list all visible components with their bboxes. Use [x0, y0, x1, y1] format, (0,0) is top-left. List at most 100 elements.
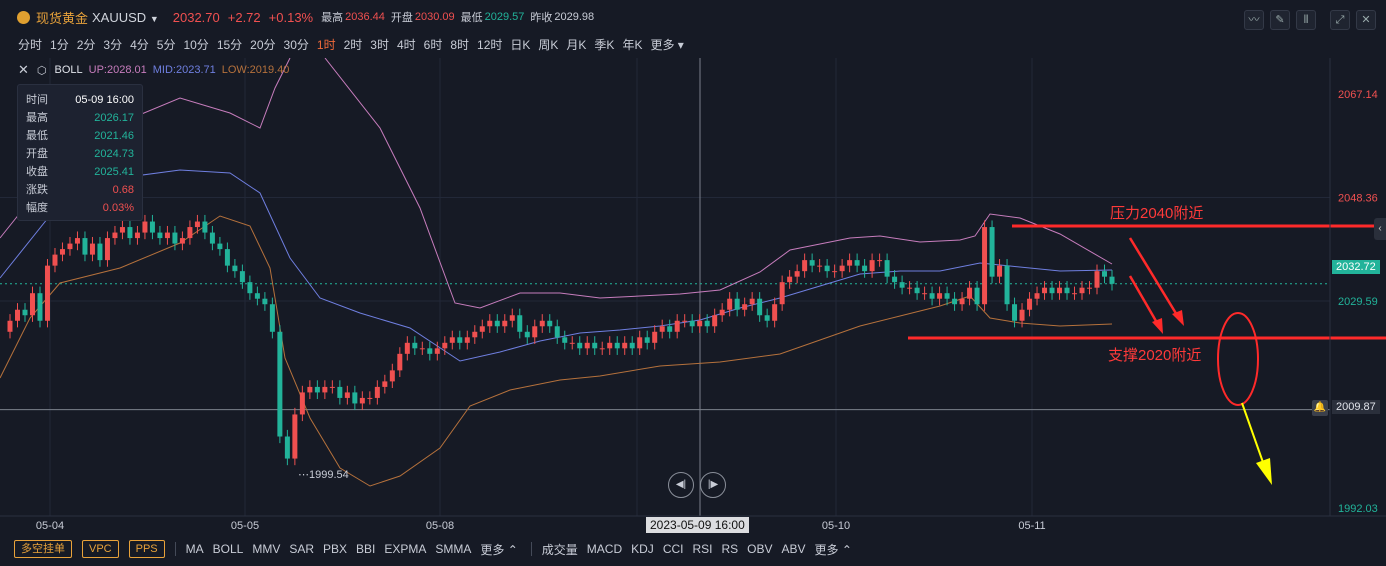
period-4[interactable]: 4分: [130, 37, 149, 52]
sub-indicator-0[interactable]: 成交量: [541, 542, 578, 557]
period-13[interactable]: 4时: [396, 37, 416, 52]
candle: [1004, 265, 1010, 305]
tooltip-time: 05-09 16:00: [75, 94, 134, 106]
period-12[interactable]: 3时: [370, 37, 389, 52]
down-arrow-1: [1128, 237, 1182, 321]
feature-pills: 多空挂单 VPC PPS: [14, 540, 175, 558]
period-11[interactable]: 2时: [343, 37, 363, 52]
candle-settings-icon[interactable]: ⫴: [1296, 10, 1316, 30]
indicator-name[interactable]: BOLL: [54, 64, 83, 76]
period-17[interactable]: 日K: [510, 37, 531, 52]
candle: [269, 304, 275, 332]
candle: [952, 298, 958, 305]
main-indicator-5[interactable]: BBI: [356, 542, 376, 556]
candle: [532, 326, 538, 338]
candle: [239, 271, 245, 283]
down-arrowhead-2: [1152, 318, 1163, 334]
candle: [802, 260, 808, 272]
candle: [734, 298, 740, 310]
line-chart-icon[interactable]: 〰: [1244, 10, 1264, 30]
main-indicator-6[interactable]: EXPMA: [384, 542, 427, 556]
sub-indicator-5[interactable]: RS: [721, 542, 739, 556]
period-0[interactable]: 分时: [18, 37, 43, 52]
sub-indicator-1[interactable]: MACD: [586, 542, 623, 556]
sub-indicator-7[interactable]: ABV: [781, 542, 806, 556]
chevron-down-icon[interactable]: ▼: [149, 13, 159, 24]
y-tick-label: 1992.03: [1338, 503, 1378, 515]
period-9[interactable]: 30分: [283, 37, 309, 52]
pill-1[interactable]: VPC: [82, 540, 119, 558]
candle: [974, 287, 980, 305]
tooltip-low-label: 最低: [26, 130, 48, 142]
candle: [749, 298, 755, 305]
sub-indicator-3[interactable]: CCI: [662, 542, 684, 556]
candle: [74, 238, 80, 244]
period-8[interactable]: 20分: [250, 37, 276, 52]
main-indicator-7[interactable]: SMMA: [435, 542, 472, 556]
period-6[interactable]: 10分: [183, 37, 209, 52]
close-icon[interactable]: ✕: [1356, 10, 1376, 30]
period-2[interactable]: 2分: [76, 37, 96, 52]
draw-pencil-icon[interactable]: ✎: [1270, 10, 1290, 30]
period-7[interactable]: 15分: [216, 37, 243, 52]
scroll-left-button[interactable]: ◀|: [668, 472, 694, 498]
main-indicator-3[interactable]: SAR: [289, 542, 315, 556]
candle: [277, 331, 283, 437]
candle: [817, 265, 823, 267]
candle: [584, 342, 590, 349]
instrument-symbol[interactable]: XAUUSD ▼: [92, 10, 159, 25]
period-22[interactable]: 更多 ▾: [650, 37, 684, 52]
period-21[interactable]: 年K: [622, 37, 643, 52]
period-14[interactable]: 6时: [423, 37, 443, 52]
period-20[interactable]: 季K: [594, 37, 615, 52]
period-18[interactable]: 周K: [538, 37, 559, 52]
candle: [382, 381, 388, 387]
pill-0[interactable]: 多空挂单: [14, 540, 72, 558]
period-19[interactable]: 月K: [566, 37, 587, 52]
prev-close-value: 2029.98: [554, 11, 595, 23]
alert-bell-icon[interactable]: 🔔: [1312, 400, 1328, 416]
sub-indicator-4[interactable]: RSI: [692, 542, 713, 556]
sub-indicator-8[interactable]: 更多 ⌃: [814, 542, 852, 557]
candle: [389, 370, 395, 382]
settings-hex-icon[interactable]: ⬡: [36, 64, 47, 77]
candle: [502, 320, 508, 327]
crosshair-price-tag: 2009.87: [1332, 400, 1380, 414]
period-15[interactable]: 8时: [450, 37, 470, 52]
ohlc-tooltip: 时间 05-09 16:00 最高 2026.17 最低 2021.46 开盘 2024…: [17, 84, 143, 221]
candle: [412, 342, 418, 349]
candle: [29, 293, 35, 316]
candle: [967, 287, 973, 299]
main-indicator-0[interactable]: MA: [185, 542, 204, 556]
period-3[interactable]: 3分: [103, 37, 123, 52]
candle: [14, 309, 20, 321]
scroll-right-button[interactable]: |▶: [700, 472, 726, 498]
candle: [937, 293, 943, 299]
min-price-label: ⋯1999.54: [298, 469, 349, 481]
candle: [494, 320, 500, 327]
close-indicator-icon[interactable]: ✕: [18, 62, 29, 77]
period-16[interactable]: 12时: [477, 37, 503, 52]
candle: [539, 320, 545, 327]
main-indicator-2[interactable]: MMV: [252, 542, 281, 556]
sub-indicator-2[interactable]: KDJ: [631, 542, 654, 556]
fullscreen-icon[interactable]: ⤢: [1330, 10, 1350, 30]
main-indicator-1[interactable]: BOLL: [212, 542, 244, 556]
period-1[interactable]: 1分: [50, 37, 69, 52]
candle: [299, 392, 305, 415]
pill-2[interactable]: PPS: [128, 540, 165, 558]
main-indicator-4[interactable]: PBX: [323, 542, 348, 556]
instrument-title[interactable]: 现货黄金: [36, 10, 89, 26]
candle: [997, 265, 1003, 277]
candle: [524, 331, 530, 338]
main-indicator-8[interactable]: 更多 ⌃: [480, 542, 518, 557]
sub-indicator-6[interactable]: OBV: [747, 542, 773, 556]
period-5[interactable]: 5分: [156, 37, 176, 52]
candle: [1109, 276, 1115, 284]
period-10[interactable]: 1时: [316, 37, 336, 52]
collapse-panel-icon[interactable]: ‹: [1374, 218, 1386, 240]
indicator-header: ✕ ⬡ BOLL UP:2028.01 MID:2023.71 LOW:2019…: [18, 62, 289, 78]
candle: [202, 221, 208, 233]
tooltip-open: 2024.73: [94, 148, 134, 160]
